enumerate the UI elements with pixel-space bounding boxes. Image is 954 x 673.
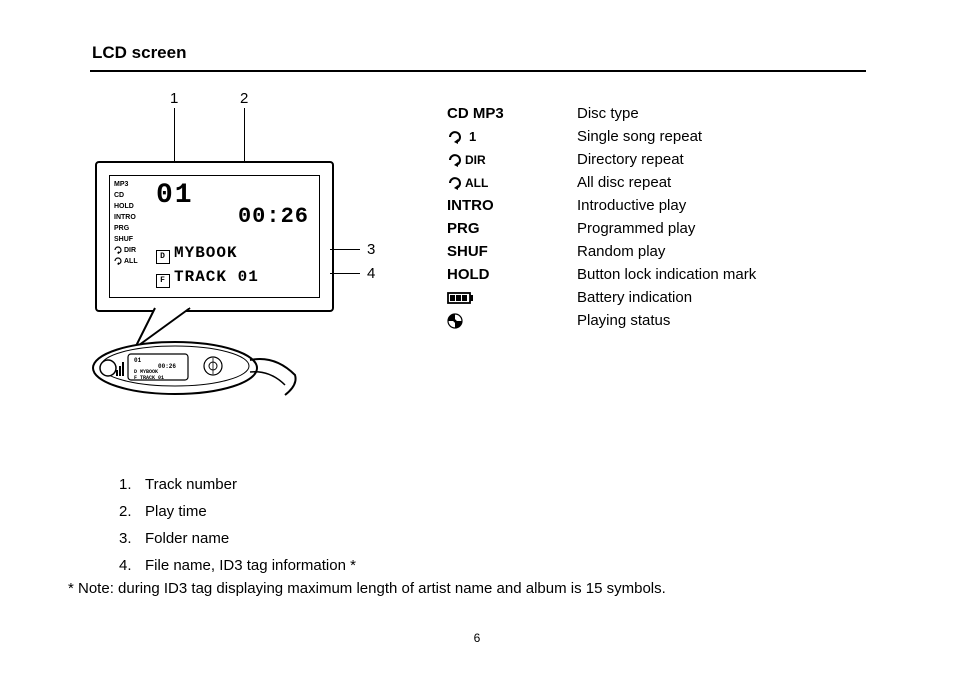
lcd-ind-shuf: SHUF	[114, 234, 138, 245]
legend-key-prg: PRG	[447, 220, 577, 237]
repeat-one-icon: 1	[447, 129, 476, 144]
list-number: 4.	[119, 552, 145, 579]
legend-key-repeat1: 1	[447, 129, 577, 144]
leader-4	[330, 273, 360, 274]
legend-key-intro: INTRO	[447, 197, 577, 214]
list-text: Track number	[145, 471, 237, 498]
lcd-inner: MP3 CD HOLD INTRO PRG SHUF DIR ALL 01 00…	[109, 175, 320, 298]
legend-row: PRG Programmed play	[447, 217, 756, 240]
play-disc-icon	[447, 313, 465, 329]
list-item: 1.Track number	[119, 471, 356, 498]
page-number: 6	[0, 631, 954, 645]
repeat-all-icon: ALL	[447, 176, 488, 190]
lcd-ind-prg: PRG	[114, 223, 138, 234]
legend-desc: Random play	[577, 243, 665, 260]
legend-row: SHUF Random play	[447, 240, 756, 263]
numbered-list: 1.Track number 2.Play time 3.Folder name…	[119, 471, 356, 579]
list-number: 3.	[119, 525, 145, 552]
lcd-file-icon: F	[156, 274, 170, 288]
lcd-ind-hold: HOLD	[114, 201, 138, 212]
lcd-indicator-column: MP3 CD HOLD INTRO PRG SHUF DIR ALL	[114, 179, 138, 267]
legend-desc: Battery indication	[577, 289, 692, 306]
legend-desc: Disc type	[577, 105, 639, 122]
legend-desc: Button lock indication mark	[577, 266, 756, 283]
battery-icon	[447, 291, 475, 305]
lcd-file-line: F TRACK 01	[156, 268, 259, 287]
svg-text:00:26: 00:26	[158, 363, 176, 370]
leader-3	[330, 249, 360, 250]
lcd-file-name: TRACK 01	[174, 268, 259, 286]
lcd-ind-mp3: MP3	[114, 179, 138, 190]
footnote: * Note: during ID3 tag displaying maximu…	[68, 580, 666, 597]
lcd-folder-line: D MYBOOK	[156, 244, 238, 263]
list-text: Play time	[145, 498, 207, 525]
legend-key-hold: HOLD	[447, 266, 577, 283]
legend-key-repeatall: ALL	[447, 176, 577, 190]
legend-row: ALL All disc repeat	[447, 171, 756, 194]
list-item: 4.File name, ID3 tag information *	[119, 552, 356, 579]
section-title: LCD screen	[92, 43, 186, 63]
legend-key-battery	[447, 291, 577, 305]
legend-table: CD MP3 Disc type 1 Single song repeat DI…	[447, 102, 756, 332]
lcd-remote-illustration: 01 00:26 D MYBOOK F TRACK 01	[80, 300, 300, 405]
legend-row: Playing status	[447, 309, 756, 332]
legend-key-playing	[447, 313, 577, 329]
legend-desc: All disc repeat	[577, 174, 671, 191]
legend-row: 1 Single song repeat	[447, 125, 756, 148]
lcd-ind-repall: ALL	[114, 256, 138, 267]
legend-row: DIR Directory repeat	[447, 148, 756, 171]
callout-2: 2	[240, 90, 248, 107]
list-text: Folder name	[145, 525, 229, 552]
legend-key-repeatdir: DIR	[447, 153, 577, 167]
callout-3: 3	[367, 241, 375, 258]
svg-text:F TRACK 01: F TRACK 01	[134, 375, 164, 381]
lcd-panel: MP3 CD HOLD INTRO PRG SHUF DIR ALL 01 00…	[95, 161, 334, 312]
legend-row: INTRO Introductive play	[447, 194, 756, 217]
lcd-play-time: 00:26	[238, 204, 309, 229]
list-item: 3.Folder name	[119, 525, 356, 552]
repeat-dir-icon: DIR	[447, 153, 486, 167]
legend-key-cdmp3: CD MP3	[447, 105, 577, 122]
legend-row: Battery indication	[447, 286, 756, 309]
legend-desc: Single song repeat	[577, 128, 702, 145]
list-number: 2.	[119, 498, 145, 525]
legend-row: HOLD Button lock indication mark	[447, 263, 756, 286]
legend-row: CD MP3 Disc type	[447, 102, 756, 125]
legend-desc: Introductive play	[577, 197, 686, 214]
callout-1: 1	[170, 90, 178, 107]
callout-4: 4	[367, 265, 375, 282]
lcd-folder-icon: D	[156, 250, 170, 264]
legend-key-shuf: SHUF	[447, 243, 577, 260]
section-rule	[90, 70, 866, 72]
lcd-folder-name: MYBOOK	[174, 244, 238, 262]
lcd-ind-intro: INTRO	[114, 212, 138, 223]
legend-desc: Directory repeat	[577, 151, 684, 168]
lcd-ind-cd: CD	[114, 190, 138, 201]
svg-text:01: 01	[134, 357, 142, 364]
list-number: 1.	[119, 471, 145, 498]
list-text: File name, ID3 tag information *	[145, 552, 356, 579]
lcd-track-number: 01	[156, 180, 194, 211]
list-item: 2.Play time	[119, 498, 356, 525]
lcd-ind-repdir: DIR	[114, 245, 138, 256]
legend-desc: Programmed play	[577, 220, 695, 237]
legend-desc: Playing status	[577, 312, 670, 329]
